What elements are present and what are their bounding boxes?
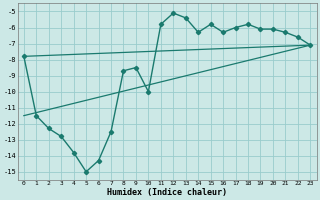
X-axis label: Humidex (Indice chaleur): Humidex (Indice chaleur) [107,188,227,197]
